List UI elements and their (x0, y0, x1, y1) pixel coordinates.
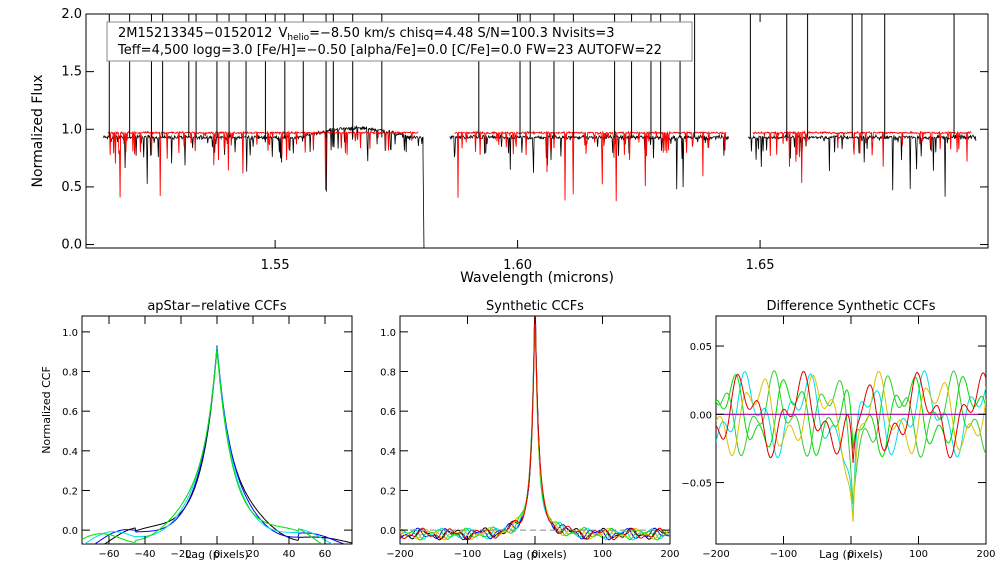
synthetic-ccf-series-line (400, 316, 670, 541)
model-spectrum-line (107, 130, 419, 198)
synthetic-ccf-ytick-label: 0.4 (380, 447, 396, 458)
spectrum-ytick-label: 0.5 (61, 180, 82, 195)
spectrum-xtick-label: 1.60 (503, 258, 532, 273)
difference-ccf-ytick-label: 0.05 (690, 342, 712, 353)
apstar-ccf-ytick-label: 1.0 (62, 328, 78, 339)
synthetic-ccf-ytick-label: 0.6 (380, 407, 396, 418)
apstar-ccf-series-line (103, 347, 352, 544)
difference-ccf-title: Difference Synthetic CCFs (766, 299, 935, 314)
synthetic-ccf-ytick-label: 1.0 (380, 328, 396, 339)
apstar-ccf-title: apStar−relative CCFs (147, 299, 287, 314)
apstar-ccf-xtick-label: −60 (98, 549, 119, 560)
spectrum-xtick-label: 1.55 (261, 258, 290, 273)
apstar-ccf-ylabel: Normalized CCF (40, 366, 53, 454)
v-symbol: V (278, 26, 287, 41)
difference-ccf-ytick-label: 0.00 (690, 410, 712, 421)
spectrum-ytick-label: 1.0 (61, 122, 82, 137)
model-spectrum-line (454, 130, 727, 202)
v-subscript: helio (287, 33, 309, 43)
difference-ccf-xtick-label: 100 (909, 549, 928, 560)
synthetic-ccf-ytick-label: 0.2 (380, 486, 396, 497)
spectrum-xlabel: Wavelength (microns) (460, 270, 614, 286)
synthetic-ccf-ytick-label: 0.8 (380, 368, 396, 379)
difference-ccf-panel: −200 −100 0 100 200 −0.05 0.00 0.05 Difference … (681, 299, 995, 561)
difference-ccf-xtick-label: −100 (770, 549, 797, 560)
star-id: 2M15213345−0152012 (118, 26, 272, 41)
apstar-ccf-series-line (82, 348, 324, 544)
difference-ccf-xtick-label: 0 (848, 549, 854, 560)
info-line-1: 2M15213345−0152012 Vhelio=−8.50 km/s chis… (118, 26, 615, 43)
synthetic-ccf-series-line (400, 316, 670, 541)
spectrum-ytick-label: 0.0 (61, 238, 82, 253)
difference-ccf-series-line (716, 370, 986, 464)
spectrum-ytick-label: 1.5 (61, 65, 82, 80)
spectrum-ytick-label: 2.0 (61, 7, 82, 22)
apstar-ccf-panel: −60 −40 −20 0 20 40 60 0.0 0.2 0.4 0.6 0.8 1.0 apSta… (40, 299, 353, 561)
apstar-ccf-series-line (94, 345, 346, 544)
difference-ccf-xlabel: Lag (pixels) (819, 548, 883, 561)
synthetic-ccf-ytick-label: 0.0 (380, 526, 396, 537)
difference-ccf-series-line (716, 369, 986, 504)
apstar-ccf-ytick-label: 0.4 (62, 447, 78, 458)
synthetic-ccf-xtick-label: 100 (593, 549, 612, 560)
apstar-ccf-xtick-label: 40 (283, 549, 296, 560)
synthetic-ccf-panel: −200 −100 0 100 200 0.0 0.2 0.4 0.6 0.8 1.0 Synthe… (380, 299, 679, 561)
spectrum-ticks: 1.55 1.60 1.65 0.0 0.5 1.0 1.5 2.0 (61, 7, 988, 273)
observed-spectrum-line (102, 125, 425, 248)
apstar-ccf-ytick-label: 0.6 (62, 407, 78, 418)
apstar-ccf-xtick-label: 60 (319, 549, 332, 560)
apstar-ccf-ytick-label: 0.0 (62, 526, 78, 537)
apstar-ccf-xtick-label: −40 (134, 549, 155, 560)
synthetic-ccf-series-line (400, 316, 670, 541)
observed-spectrum-line (747, 133, 977, 197)
info-line-1-rest: =−8.50 km/s chisq=4.48 S/N=100.3 Nvisits… (309, 26, 614, 41)
apstar-ccf-xtick-label: −20 (170, 549, 191, 560)
difference-ccf-series-line (716, 370, 986, 522)
spectrum-panel: 1.55 1.60 1.65 0.0 0.5 1.0 1.5 2.0 Wavelength (… (30, 7, 989, 286)
difference-ccf-ytick-label: −0.05 (681, 479, 712, 490)
synthetic-ccf-xtick-label: −200 (386, 549, 413, 560)
synthetic-ccf-frame (399, 315, 671, 545)
difference-ccf-xtick-label: 200 (976, 549, 995, 560)
synthetic-ccf-series-line (400, 316, 670, 541)
apstar-ccf-ytick-label: 0.8 (62, 368, 78, 379)
observed-spectrum-line (449, 133, 729, 190)
synthetic-ccf-xtick-label: 0 (532, 549, 538, 560)
apstar-ccf-series-line (83, 347, 334, 544)
synthetic-ccf-series-line (400, 316, 670, 541)
synthetic-ccf-xlabel: Lag (pixels) (503, 548, 567, 561)
apstar-ccf-xtick-label: 20 (247, 549, 260, 560)
synthetic-ccf-xtick-label: −100 (454, 549, 481, 560)
info-box (106, 21, 693, 62)
info-line-2: Teff=4,500 logg=3.0 [Fe/H]=−0.50 [alpha/… (117, 43, 662, 58)
apstar-ccf-xlabel: Lag (pixels) (185, 548, 249, 561)
apstar-ccf-xtick-label: 0 (214, 549, 220, 560)
synthetic-ccf-title: Synthetic CCFs (486, 299, 584, 314)
spectrum-frame (85, 13, 989, 249)
apstar-ccf-ytick-label: 0.2 (62, 486, 78, 497)
spectrum-xtick-label: 1.65 (746, 258, 775, 273)
difference-ccf-xtick-label: −200 (702, 549, 729, 560)
synthetic-ccf-xtick-label: 200 (660, 549, 679, 560)
spectrum-ylabel: Normalized Flux (30, 75, 46, 188)
